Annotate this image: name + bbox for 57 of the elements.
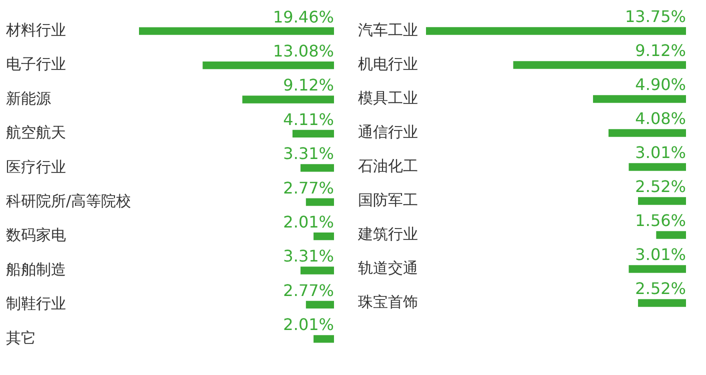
data-label: 2.52%	[635, 279, 686, 298]
data-label: 2.01%	[283, 212, 334, 232]
bar	[306, 300, 334, 309]
y-tick-label: 轨道交通	[358, 258, 418, 277]
y-tick-label: 数码家电	[6, 226, 66, 244]
data-label: 4.90%	[635, 75, 686, 94]
y-tick-label: 航空航天	[6, 124, 66, 142]
y-tick-label: 汽车工业	[358, 20, 418, 39]
data-label: 2.52%	[635, 177, 686, 196]
y-tick-label: 机电行业	[358, 54, 418, 73]
y-tick-label: 通信行业	[358, 122, 418, 141]
y-tick-label: 科研院所/高等院校	[6, 192, 132, 210]
bar	[139, 27, 334, 35]
y-tick-label: 制鞋行业	[6, 294, 66, 313]
data-label: 3.31%	[283, 144, 334, 164]
y-tick-label: 电子行业	[6, 55, 66, 74]
y-tick-label: 医疗行业	[6, 158, 66, 176]
data-label: 2.77%	[283, 280, 334, 300]
data-label: 9.12%	[283, 76, 334, 95]
bar	[242, 96, 334, 104]
bar	[202, 61, 334, 70]
bar	[638, 299, 686, 307]
y-tick-label: 石油化工	[358, 156, 418, 175]
y-tick-label: 建筑行业	[357, 224, 418, 243]
y-tick-label: 船舶制造	[6, 260, 66, 278]
bar	[608, 129, 686, 137]
data-label: 19.46%	[272, 7, 334, 26]
data-label: 2.77%	[283, 178, 334, 198]
y-tick-label: 国防军工	[358, 190, 418, 209]
bar	[300, 164, 334, 172]
bar	[628, 265, 686, 273]
bar	[593, 95, 686, 103]
bar	[513, 61, 686, 69]
y-tick-label: 其它	[6, 328, 36, 347]
data-label: 13.08%	[272, 41, 334, 60]
bar	[314, 232, 334, 240]
bar	[426, 27, 686, 35]
data-label: 4.08%	[635, 109, 686, 128]
bar	[314, 335, 334, 343]
data-label: 3.01%	[635, 143, 686, 162]
data-label: 2.01%	[283, 315, 334, 334]
bar	[628, 163, 686, 171]
bar	[292, 130, 334, 138]
bar	[656, 231, 686, 239]
data-label: 3.01%	[635, 245, 686, 264]
y-tick-label: 模具工业	[358, 88, 418, 107]
y-tick-label: 新能源	[6, 89, 51, 108]
data-label: 1.56%	[635, 211, 686, 230]
y-tick-label: 珠宝首饰	[358, 292, 418, 311]
data-label: 4.11%	[283, 110, 334, 129]
y-tick-label: 材料行业	[5, 20, 66, 39]
bar	[638, 197, 686, 205]
data-label: 9.12%	[635, 41, 686, 60]
bar	[300, 266, 334, 274]
data-label: 13.75%	[624, 7, 686, 26]
data-label: 3.31%	[283, 246, 334, 266]
bar	[306, 198, 334, 206]
